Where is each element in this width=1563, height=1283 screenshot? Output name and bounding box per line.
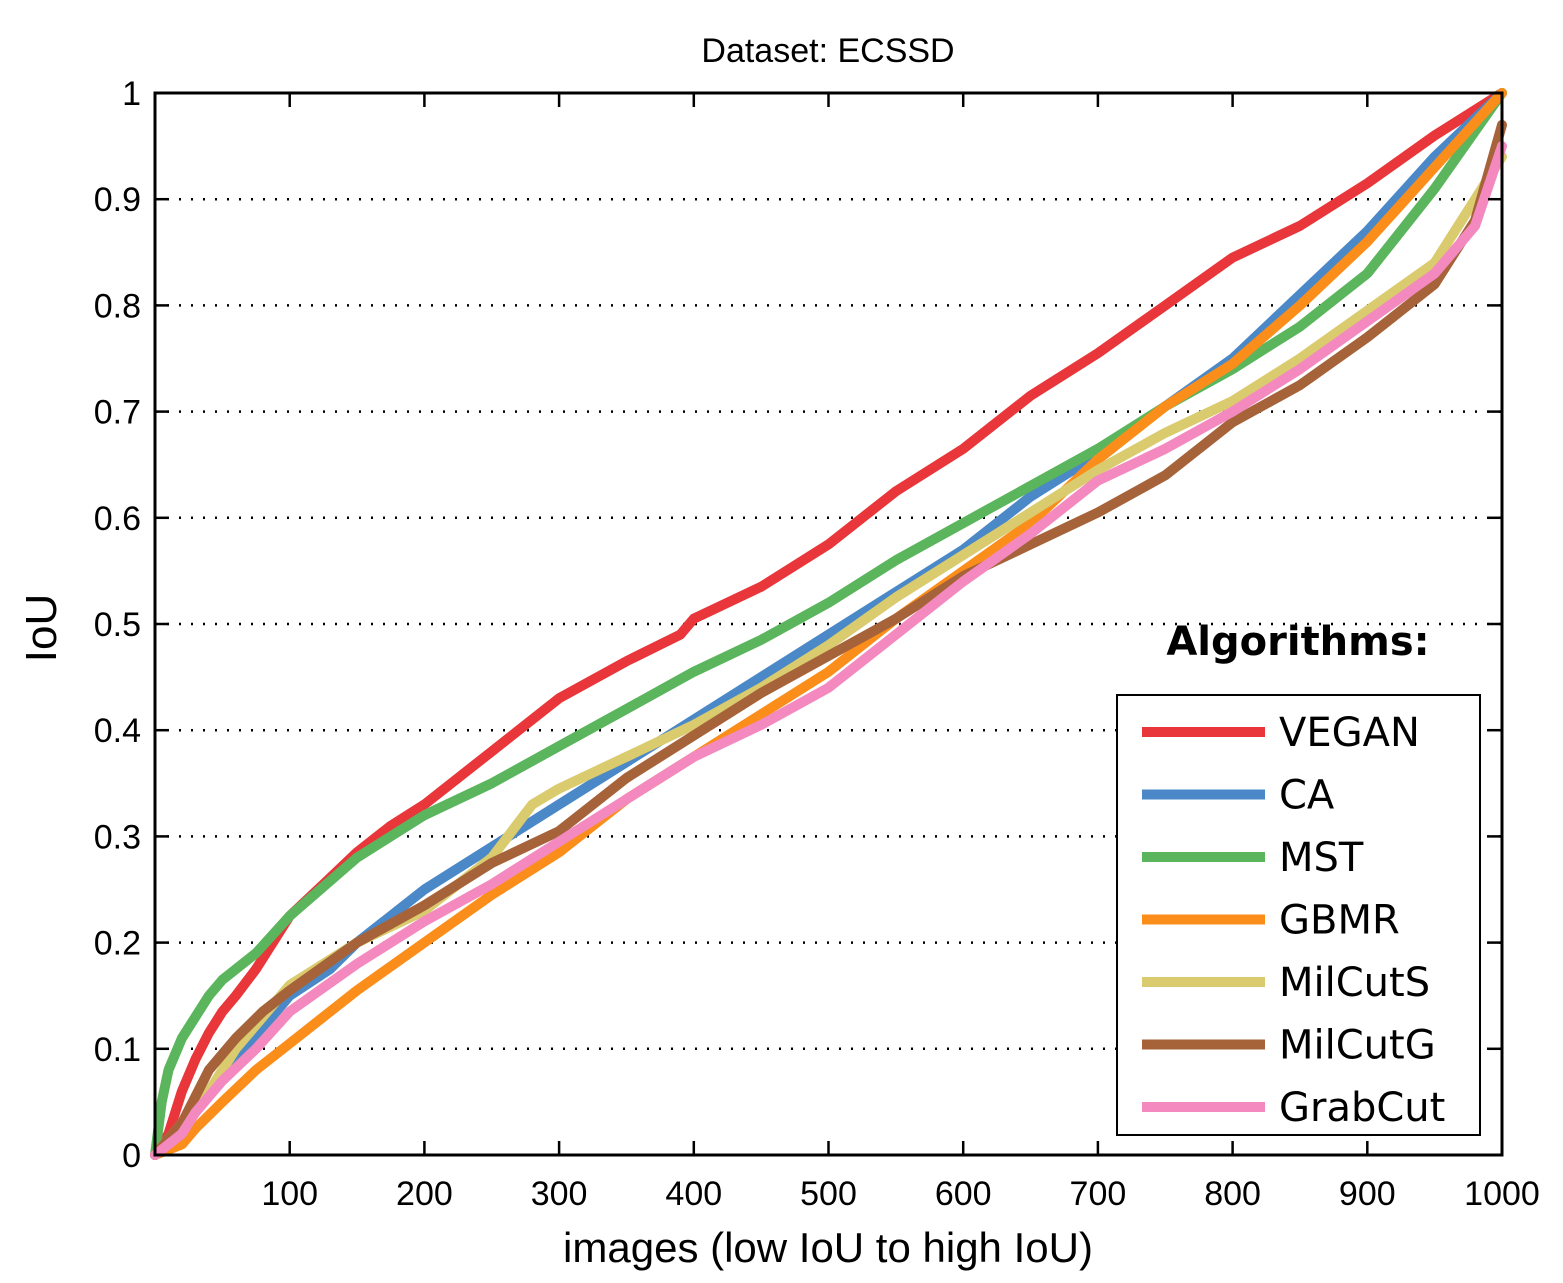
legend-label-grabcut: GrabCut	[1279, 1085, 1445, 1131]
y-tick-label: 0.7	[94, 394, 141, 432]
x-tick-label: 900	[1339, 1175, 1396, 1213]
y-tick-label: 0.4	[94, 712, 141, 750]
legend-label-ca: CA	[1279, 773, 1335, 819]
x-tick-label: 500	[800, 1175, 857, 1213]
legend-label-mst: MST	[1279, 835, 1364, 881]
y-tick-label: 0.9	[94, 181, 141, 219]
series-line-milcutg	[150, 119, 1507, 1160]
axis-ticks	[155, 91, 1504, 1157]
y-tick-label: 0.2	[94, 925, 141, 963]
y-tick-label: 0	[122, 1137, 141, 1175]
x-tick-label: 700	[1070, 1175, 1127, 1213]
legend-label-vegan: VEGAN	[1279, 710, 1420, 756]
chart-title: Dataset: ECSSD	[701, 32, 954, 70]
y-axis-label: IoU	[17, 594, 66, 662]
legend-label-milcuts: MilCutS	[1279, 960, 1430, 1006]
y-tick-labels: 0 0.1 0.2 0.3 0.4 0.5 0.6 0.7 0.8 0.9 1	[94, 75, 141, 1175]
series-line-vegan	[150, 88, 1507, 1160]
grid-lines	[155, 197, 1502, 1051]
x-tick-labels: 100 200 300 400 500 600 700 800 900 1000	[261, 1175, 1539, 1213]
series-line-grabcut	[150, 141, 1507, 1160]
y-tick-label: 0.8	[94, 287, 141, 325]
x-tick-label: 400	[665, 1175, 722, 1213]
legend-label-gbmr: GBMR	[1279, 898, 1400, 944]
x-axis-label: images (low IoU to high IoU)	[563, 1224, 1093, 1271]
y-tick-label: 0.6	[94, 500, 141, 538]
legend-label-milcutg: MilCutG	[1279, 1023, 1436, 1069]
legend-entries: VEGAN CA MST GBMR MilCutS MilCutG GrabCut	[1142, 710, 1445, 1131]
y-tick-label: 0.1	[94, 1031, 141, 1069]
x-tick-label: 600	[935, 1175, 992, 1213]
x-tick-label: 800	[1204, 1175, 1261, 1213]
x-tick-label: 100	[261, 1175, 318, 1213]
y-tick-label: 1	[122, 75, 141, 113]
x-tick-label: 300	[531, 1175, 588, 1213]
y-tick-label: 0.3	[94, 818, 141, 856]
series-lines	[150, 88, 1507, 1160]
legend-title: Algorithms:	[1166, 619, 1429, 665]
x-tick-label: 1000	[1464, 1175, 1540, 1213]
y-tick-label: 0.5	[94, 606, 141, 644]
x-tick-label: 200	[396, 1175, 453, 1213]
